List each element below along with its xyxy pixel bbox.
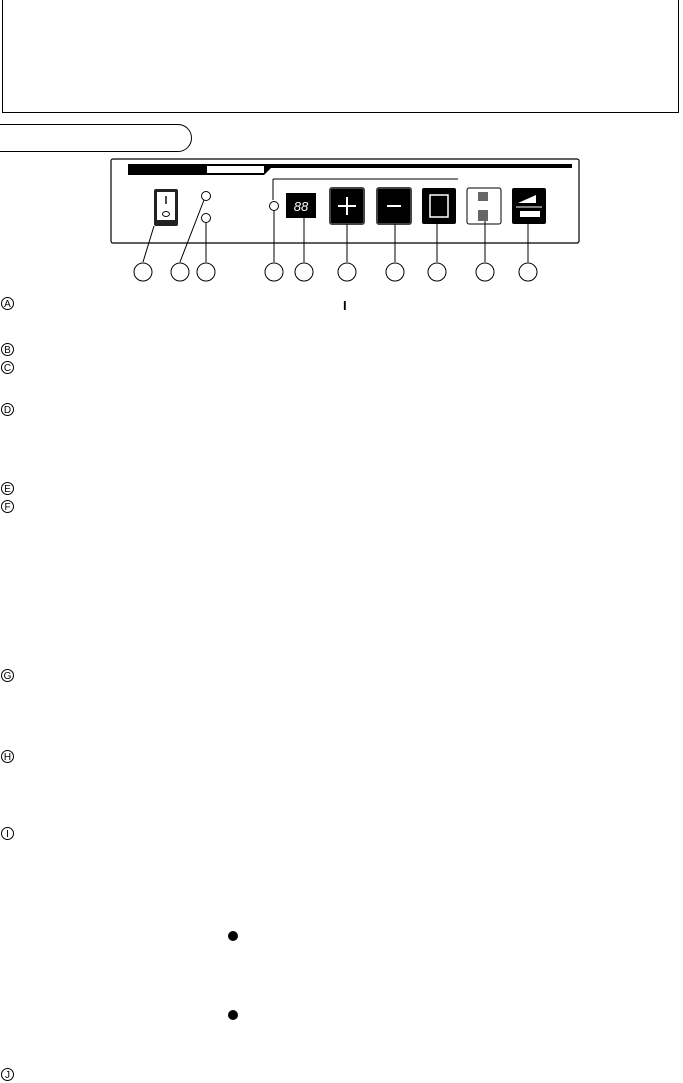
svg-text:88: 88	[294, 199, 309, 214]
bullet-icon	[228, 1010, 238, 1020]
tray-button[interactable]	[466, 187, 502, 225]
label-b: B	[1, 343, 14, 356]
indicator-lamp-d	[269, 201, 279, 211]
power-on-symbol: I	[343, 298, 347, 313]
label-i: I	[1, 827, 14, 840]
indicator-lamp-b	[201, 191, 211, 201]
section-title-pill	[0, 124, 192, 152]
indicator-lamp-c	[201, 213, 211, 223]
label-f: F	[1, 500, 14, 513]
bullet-icon	[228, 931, 238, 941]
header-box	[2, 0, 679, 113]
label-d: D	[1, 403, 14, 416]
minus-button[interactable]	[376, 187, 412, 225]
label-a: A	[1, 297, 14, 310]
label-e: E	[1, 482, 14, 495]
label-j: J	[1, 1068, 14, 1081]
callout-lines	[142, 199, 529, 263]
eject-button[interactable]	[512, 188, 546, 224]
panel-outline	[110, 158, 580, 244]
counter-display: 88	[286, 193, 316, 218]
paper-button[interactable]	[422, 188, 456, 224]
label-h: H	[1, 750, 14, 763]
panel-header-bar	[128, 164, 572, 175]
label-c: C	[1, 361, 14, 374]
plus-button[interactable]	[329, 187, 365, 225]
power-switch[interactable]	[154, 189, 178, 226]
callout-circles	[133, 262, 538, 282]
label-g: G	[1, 669, 14, 682]
control-panel-diagram: 88	[110, 158, 580, 282]
